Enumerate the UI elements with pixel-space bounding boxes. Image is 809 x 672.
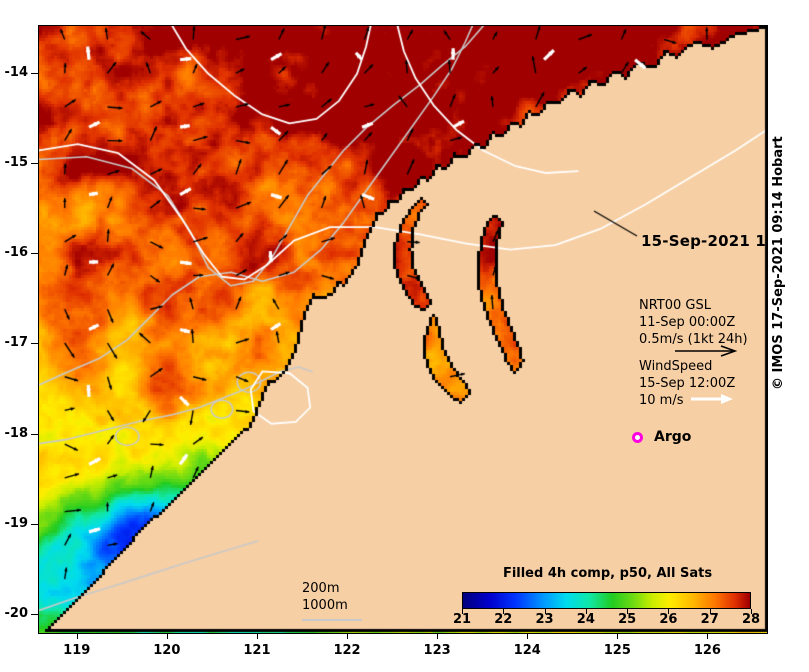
x-tick-label: 124: [513, 643, 541, 658]
y-tick-label: -17: [4, 335, 29, 351]
colorbar-tick-label: 27: [700, 612, 719, 627]
current-legend-line3: 0.5m/s (1kt 24h): [639, 332, 748, 347]
bathymetry-200m-label: 200m: [302, 581, 340, 596]
x-tick: [76, 633, 78, 639]
colorbar-gradient: [463, 593, 750, 608]
argo-marker: [632, 432, 643, 443]
current-legend-line2: 11-Sep 00:00Z: [639, 315, 736, 330]
y-tick: [31, 253, 38, 255]
date-stamp-label: 15-Sep-2021 12Z: [641, 232, 767, 250]
argo-label: Argo: [654, 429, 692, 445]
colorbar-tick-label: 24: [576, 612, 595, 627]
x-tick-label: 125: [603, 643, 631, 658]
x-tick: [707, 633, 709, 639]
x-tick-label: 126: [693, 643, 721, 658]
colorbar-tick-label: 23: [535, 612, 554, 627]
colorbar-tick-label: 25: [618, 612, 637, 627]
copyright-label: © IMOS 17-Sep-2021 09:14 Hobart: [771, 136, 786, 390]
x-tick-label: 122: [333, 643, 361, 658]
colorbar-tick-label: 21: [452, 612, 472, 627]
colorbar-tick: [668, 609, 670, 614]
y-tick: [31, 523, 38, 525]
x-tick-label: 121: [243, 643, 271, 658]
colorbar-tick: [585, 609, 587, 614]
colorbar[interactable]: [462, 592, 751, 609]
wind-legend-line1: WindSpeed: [639, 359, 713, 374]
colorbar-tick: [627, 609, 629, 614]
x-tick-label: 120: [153, 643, 181, 658]
y-tick-label: -18: [4, 425, 29, 441]
colorbar-tick: [462, 609, 463, 614]
x-tick: [617, 633, 619, 639]
colorbar-title: Filled 4h comp, p50, All Sats: [502, 566, 713, 581]
colorbar-tick-label: 28: [741, 612, 761, 627]
x-tick-label: 123: [423, 643, 451, 658]
colorbar-tick: [503, 609, 505, 614]
y-tick: [31, 433, 38, 435]
x-tick: [166, 633, 168, 639]
wind-legend-line2: 15-Sep 12:00Z: [639, 376, 736, 391]
wind-legend-arrow: [691, 394, 733, 404]
y-tick-label: -16: [4, 245, 29, 261]
x-tick: [347, 633, 349, 639]
x-tick: [527, 633, 529, 639]
y-tick: [31, 162, 38, 164]
y-tick-label: -19: [4, 515, 29, 531]
colorbar-tick-label: 22: [494, 612, 513, 627]
sst-heatmap-canvas: [39, 26, 767, 633]
x-tick-label: 119: [63, 643, 91, 658]
bathymetry-1000m-label: 1000m: [302, 598, 348, 613]
bathymetry-key-line: [302, 619, 362, 621]
colorbar-tick-label: 26: [659, 612, 678, 627]
y-tick: [31, 613, 38, 615]
x-tick: [256, 633, 258, 639]
y-tick: [31, 72, 38, 74]
current-legend-arrow: [675, 345, 738, 357]
colorbar-tick: [709, 609, 711, 614]
colorbar-tick: [751, 609, 752, 614]
y-tick-label: -15: [4, 154, 29, 170]
wind-legend-line3: 10 m/s: [639, 393, 684, 408]
y-tick-label: -20: [4, 605, 29, 621]
map-plot-area[interactable]: 15-Sep-2021 12Z NRT00 GSL 11-Sep 00:00Z …: [38, 25, 768, 634]
current-legend-line1: NRT00 GSL: [639, 298, 711, 313]
y-tick: [31, 343, 38, 345]
colorbar-tick: [544, 609, 546, 614]
y-tick-label: -14: [4, 64, 29, 80]
x-tick: [437, 633, 439, 639]
